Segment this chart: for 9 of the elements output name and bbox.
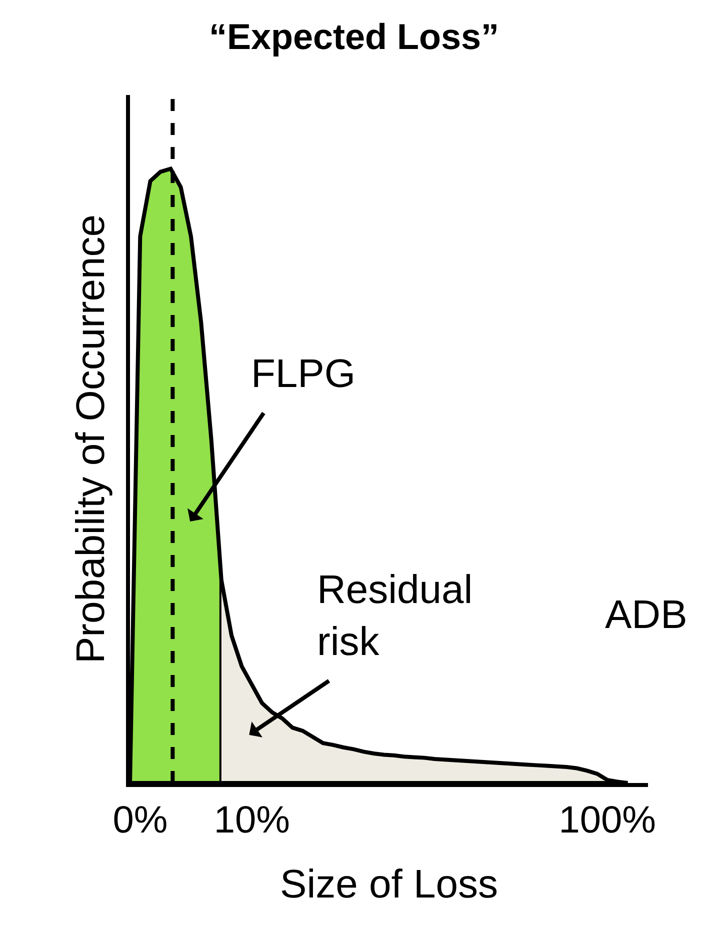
annotation: FLPG	[251, 352, 356, 396]
x-tick-label: 10%	[214, 800, 290, 842]
chart-title: “Expected Loss”	[208, 16, 500, 57]
x-tick-label: 100%	[558, 800, 656, 842]
annotation: Residual risk	[317, 568, 473, 664]
x-axis-title: Size of Loss	[280, 862, 498, 907]
annotation: ADB	[605, 593, 688, 637]
y-axis-title: Probability of Occurrence	[69, 214, 113, 664]
x-tick-label: 0%	[112, 800, 168, 842]
